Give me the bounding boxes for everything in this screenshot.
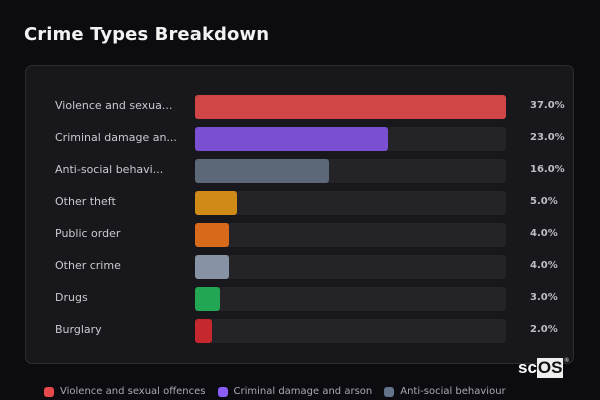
bar-row: Burglary 2.0% [26, 319, 573, 343]
bar-value: 3.0% [530, 292, 558, 303]
logo-os: OS [536, 358, 564, 378]
logo-sc: sc [518, 358, 537, 377]
bar-label: Violence and sexua... [55, 99, 173, 112]
bar-track [195, 255, 506, 279]
bar-row: Violence and sexua... 37.0% [26, 95, 573, 119]
bar-fill [195, 255, 229, 279]
legend: Violence and sexual offences Criminal dam… [44, 386, 506, 397]
bar-label: Other theft [55, 195, 116, 208]
bar-row: Public order 4.0% [26, 223, 573, 247]
bar-label: Anti-social behavi... [55, 163, 164, 176]
bar-label: Drugs [55, 291, 88, 304]
legend-label: Violence and sexual offences [60, 386, 206, 397]
bar-value: 16.0% [530, 164, 565, 175]
bar-fill [195, 191, 237, 215]
bar-row: Other theft 5.0% [26, 191, 573, 215]
bar-row: Other crime 4.0% [26, 255, 573, 279]
scos-logo: sc OS ® [518, 358, 569, 378]
legend-swatch-icon [384, 386, 395, 397]
bar-value: 2.0% [530, 324, 558, 335]
bar-fill [195, 287, 220, 311]
bar-track [195, 319, 506, 343]
bar-fill [195, 95, 506, 119]
bar-track [195, 159, 506, 183]
bar-label: Public order [55, 227, 121, 240]
bar-value: 37.0% [530, 100, 565, 111]
legend-swatch-icon [44, 386, 54, 397]
bar-track [195, 191, 506, 215]
bar-fill [195, 319, 212, 343]
bar-label: Burglary [55, 323, 102, 336]
bar-value: 4.0% [530, 228, 558, 239]
bar-row: Criminal damage an... 23.0% [26, 127, 573, 151]
bar-fill [195, 223, 229, 247]
bar-track [195, 223, 506, 247]
bar-row: Anti-social behavi... 16.0% [26, 159, 573, 183]
legend-swatch-icon [217, 386, 228, 397]
page-title: Crime Types Breakdown [24, 24, 270, 45]
legend-item[interactable]: Anti-social behaviour [384, 386, 506, 397]
bar-fill [195, 159, 329, 183]
legend-label: Anti-social behaviour [400, 386, 506, 397]
bar-label: Other crime [55, 259, 121, 272]
legend-item[interactable]: Violence and sexual offences [44, 386, 206, 397]
bar-track [195, 127, 506, 151]
bar-label: Criminal damage an... [55, 131, 177, 144]
legend-item[interactable]: Criminal damage and arson [217, 386, 373, 397]
bar-fill [195, 127, 388, 151]
bar-row: Drugs 3.0% [26, 287, 573, 311]
bar-value: 4.0% [530, 260, 558, 271]
chart-panel: Violence and sexua... 37.0% Criminal dama… [25, 65, 574, 364]
bar-value: 5.0% [530, 196, 558, 207]
bar-track [195, 287, 506, 311]
bar-track [195, 95, 506, 119]
registered-icon: ® [564, 358, 569, 364]
legend-label: Criminal damage and arson [233, 386, 373, 397]
bar-value: 23.0% [530, 132, 565, 143]
